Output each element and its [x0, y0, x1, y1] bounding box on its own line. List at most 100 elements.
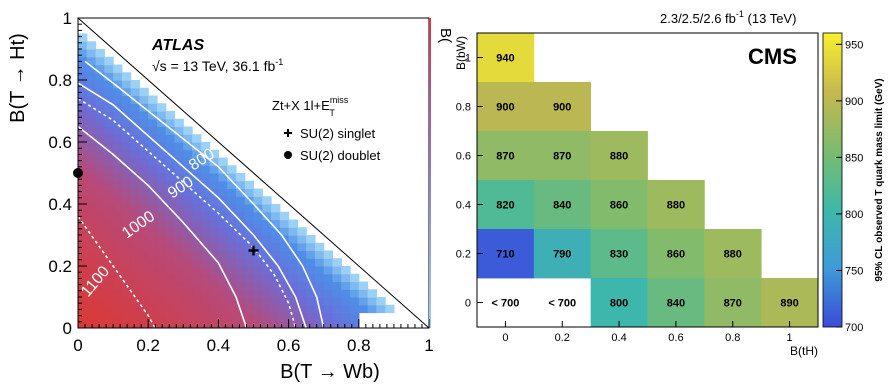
- atlas-heatmap-cell: [244, 266, 255, 275]
- atlas-heatmap-cell: [104, 87, 114, 97]
- atlas-heatmap-cell: [200, 258, 211, 267]
- atlas-heatmap-cell: [358, 281, 369, 290]
- atlas-heatmap-cell: [78, 134, 88, 143]
- atlas-heatmap-cell: [367, 289, 377, 298]
- atlas-heatmap-cell: [165, 281, 176, 290]
- atlas-heatmap-cell: [86, 157, 97, 166]
- atlas-heatmap-cell: [95, 80, 105, 89]
- cms-x-axis-label: B(tH): [790, 344, 818, 358]
- atlas-heatmap-cell: [139, 227, 149, 236]
- atlas-heatmap-cell: [262, 266, 272, 275]
- cms-x-tick-label: 0.6: [668, 332, 683, 344]
- atlas-heatmap-cell: [262, 258, 272, 267]
- atlas-heatmap-cell: [209, 188, 220, 197]
- atlas-heatmap-cell: [174, 126, 184, 135]
- atlas-heatmap-cell: [279, 297, 290, 306]
- atlas-heatmap-cell: [192, 281, 202, 290]
- atlas-heatmap-cell: [78, 56, 88, 66]
- atlas-heatmap-cell: [130, 142, 141, 151]
- cms-axes: 0 0.2 0.4 0.6 0.8 1 0 0.2 0.4 0.6 0.8 1: [456, 53, 793, 345]
- atlas-heatmap-cell: [183, 134, 193, 143]
- atlas-heatmap-cell: [104, 312, 114, 321]
- atlas-heatmap-cell: [104, 188, 114, 197]
- atlas-heatmap-cell: [253, 289, 263, 298]
- atlas-heatmap-cell: [95, 273, 105, 283]
- cms-cell: [477, 33, 535, 83]
- cms-cell-label: 880: [610, 151, 628, 163]
- atlas-heatmap-cell: [306, 273, 316, 283]
- atlas-heatmap-cell: [314, 297, 325, 306]
- atlas-heatmap-cell: [183, 173, 193, 182]
- atlas-heatmap-cell: [148, 134, 158, 143]
- atlas-heatmap-cell: [104, 80, 114, 89]
- atlas-analysis-sub: T: [329, 108, 335, 118]
- atlas-heatmap-cell: [306, 242, 316, 252]
- atlas-heatmap-cell: [244, 312, 255, 321]
- cms-cell-label: 790: [553, 249, 571, 261]
- atlas-heatmap-cell: [113, 188, 123, 197]
- atlas-heatmap-cell: [183, 281, 193, 290]
- atlas-heatmap-cell: [200, 320, 211, 328]
- atlas-heatmap-cell: [279, 219, 290, 228]
- cms-cell-label: 830: [610, 249, 628, 261]
- atlas-heatmap-cell: [314, 289, 325, 298]
- atlas-heatmap-cell: [183, 204, 193, 213]
- atlas-y-axis-label: B(T → Ht): [7, 33, 29, 123]
- atlas-heatmap-cell: [148, 250, 158, 259]
- atlas-heatmap-cell: [279, 312, 290, 321]
- atlas-heatmap-cell: [113, 95, 123, 104]
- atlas-heatmap-cell: [148, 103, 158, 112]
- atlas-heatmap-cell: [156, 273, 167, 283]
- atlas-heatmap-cell: [78, 173, 88, 182]
- atlas-heatmap-cell: [156, 219, 167, 228]
- atlas-heatmap-cell: [95, 196, 105, 205]
- cms-cell-label: 900: [496, 102, 514, 114]
- atlas-heatmap-cell: [139, 242, 149, 252]
- atlas-heatmap-cell: [104, 180, 114, 190]
- atlas-heatmap-cell: [86, 49, 97, 58]
- atlas-heatmap-cell: [121, 87, 132, 97]
- cms-x-tick-label: 0.8: [725, 332, 740, 344]
- atlas-heatmap-cell: [209, 219, 220, 228]
- atlas-heatmap-cell: [297, 242, 307, 252]
- atlas-heatmap-cell: [174, 134, 184, 143]
- atlas-heatmap-cell: [139, 157, 149, 166]
- atlas-heatmap-cell: [192, 134, 202, 143]
- atlas-heatmap-cell: [358, 304, 369, 314]
- atlas-heatmap-cell: [350, 297, 360, 306]
- cms-colorbar-tick-label: 900: [845, 96, 863, 108]
- atlas-heatmap-cell: [139, 165, 149, 174]
- atlas-heatmap-cell: [174, 149, 184, 159]
- atlas-heatmap-cell: [183, 142, 193, 151]
- atlas-heatmap-cell: [244, 235, 255, 244]
- atlas-heatmap-cell: [306, 312, 316, 321]
- atlas-heatmap-cell: [148, 196, 158, 205]
- atlas-heatmap-cell: [262, 297, 272, 306]
- atlas-heatmap-cell: [130, 87, 141, 97]
- atlas-heatmap-cell: [227, 258, 237, 267]
- atlas-heatmap-cell: [95, 64, 105, 73]
- atlas-heatmap-cell: [174, 258, 184, 267]
- atlas-heatmap-cell: [78, 258, 88, 267]
- atlas-heatmap-cell: [113, 235, 123, 244]
- atlas-heatmap-cell: [86, 196, 97, 205]
- atlas-heatmap-cell: [218, 219, 228, 228]
- atlas-heatmap-cell: [314, 250, 325, 259]
- atlas-heatmap-cell: [314, 312, 325, 321]
- atlas-heatmap-cell: [86, 180, 97, 190]
- atlas-heatmap-cell: [297, 289, 307, 298]
- atlas-heatmap-cell: [139, 204, 149, 213]
- atlas-heatmap-cell: [209, 196, 220, 205]
- atlas-heatmap-cell: [130, 157, 141, 166]
- atlas-heatmap-cell: [139, 196, 149, 205]
- atlas-heatmap-cell: [218, 266, 228, 275]
- atlas-heatmap-cell: [192, 312, 202, 321]
- atlas-heatmap-cell: [86, 320, 97, 328]
- atlas-heatmap-cell: [78, 242, 88, 252]
- atlas-heatmap-cell: [244, 211, 255, 221]
- cms-cell-label: 880: [667, 200, 685, 212]
- cms-colorbar-tick-label: 800: [845, 209, 863, 221]
- atlas-heatmap-cell: [323, 304, 334, 314]
- atlas-heatmap-cell: [113, 273, 123, 283]
